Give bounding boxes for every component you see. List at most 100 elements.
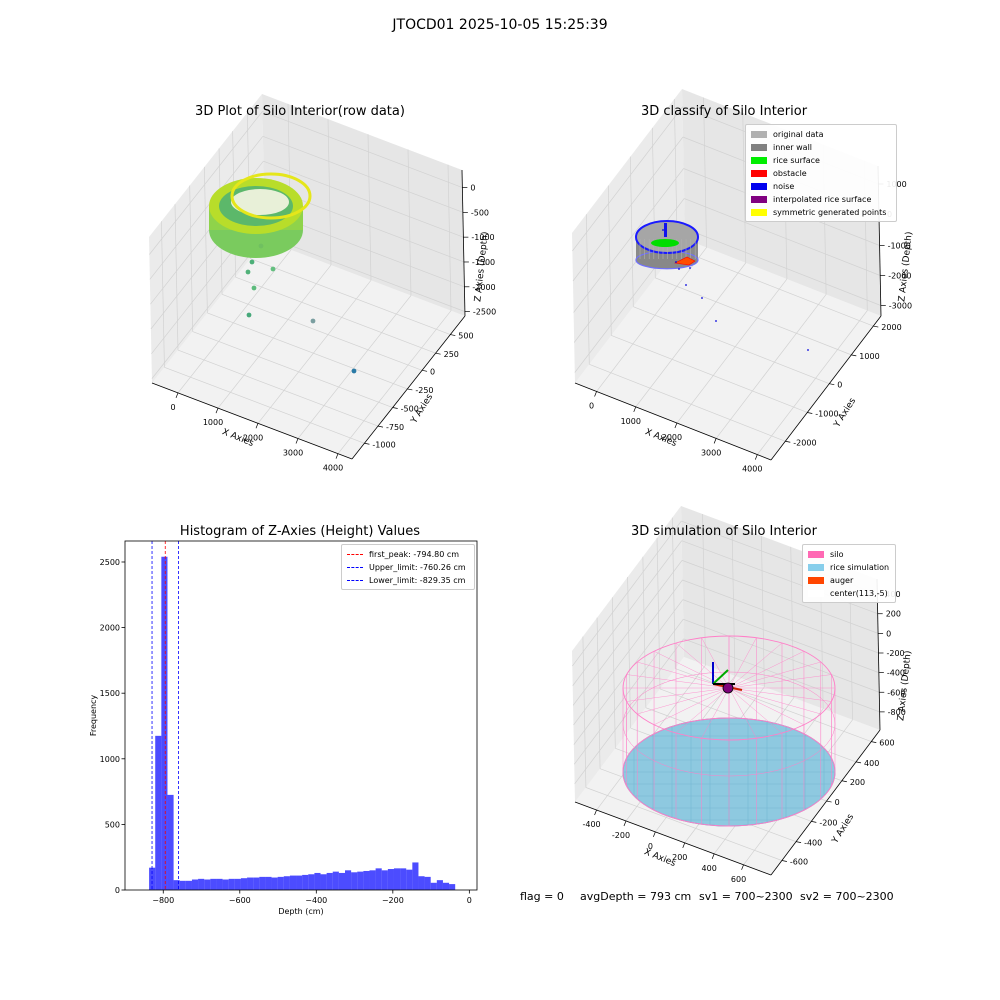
- histogram-bar: [185, 880, 192, 890]
- sim-z-tick-label: 0: [886, 629, 891, 638]
- histogram-bar: [204, 879, 211, 890]
- sim-silo-roof-line: [653, 687, 730, 725]
- cls-noise-point: [685, 284, 687, 286]
- raw-z-gridline: [262, 111, 463, 188]
- histogram-y-tick-label: 2000: [100, 624, 120, 633]
- sim-y-tick: [871, 741, 877, 743]
- raw-scatter-point: [351, 368, 357, 374]
- sim-silo-roof-line: [626, 687, 730, 702]
- sim-z-gridline: [572, 560, 683, 706]
- raw-y-tick: [392, 407, 398, 409]
- sim-y-gridline: [611, 597, 616, 749]
- sim-y-tick-label: 200: [850, 778, 865, 787]
- cls-noise-point: [675, 261, 677, 263]
- cls-y-gridline: [611, 335, 808, 413]
- classify-legend-label: inner wall: [773, 143, 813, 152]
- cls-x-tick-label: 3000: [701, 448, 721, 457]
- raw-y-tick-label: 0: [430, 367, 435, 376]
- histogram-bar: [332, 871, 339, 890]
- sim-x-axis-label: X Axies: [642, 847, 677, 869]
- cls-y-gridline: [677, 248, 874, 327]
- classify-legend-entry: symmetric generated points: [751, 206, 891, 219]
- cls-y-tick-label: 0: [837, 381, 842, 390]
- cls-x-tick: [713, 438, 717, 444]
- raw-x-tick-label: 3000: [283, 448, 303, 457]
- raw-z-tick-label: -1500: [472, 258, 495, 267]
- histogram-bar: [351, 872, 358, 890]
- classify-legend-label: original data: [773, 130, 824, 139]
- raw-x-tick-label: 4000: [323, 464, 343, 473]
- sim-silo-roof-line: [728, 651, 805, 689]
- histogram-bar: [198, 878, 205, 890]
- sim-z-axis-label: Z Axies (Depth): [896, 650, 913, 721]
- cls-floor-pane: [575, 239, 881, 460]
- histogram-bar: [289, 875, 297, 890]
- raw-z-gridline: [264, 235, 466, 312]
- sim-silo-roof-line: [728, 687, 832, 702]
- histogram-legend-swatch: [347, 554, 363, 555]
- cls-y-gridline: [655, 277, 852, 356]
- status-sv1: sv1 = 700~2300: [699, 890, 793, 903]
- classify-legend-swatch: [751, 157, 767, 164]
- histogram-y-tick-label: 1000: [100, 755, 120, 764]
- sim-z-gridline: [572, 520, 682, 667]
- sim-y-gridline: [582, 636, 587, 788]
- cls-y-axis-line: [770, 315, 882, 461]
- cls-noise-point: [807, 349, 809, 351]
- sim-silo-roof-line: [701, 637, 730, 689]
- sim-x-tick-label: 0: [648, 842, 653, 851]
- cls-noise-point: [689, 267, 691, 269]
- sim-y-tick: [811, 821, 817, 823]
- cls-y-tick-label: -1000: [815, 409, 838, 418]
- histogram-legend-label: first_peak: -794.80 cm: [369, 550, 460, 559]
- raw-x-tick: [255, 423, 259, 429]
- cls-x-tick: [594, 391, 597, 397]
- cls-z-gridline: [572, 136, 684, 282]
- histogram-bar: [191, 879, 199, 890]
- histogram-y-tick-label: 0: [115, 886, 120, 895]
- simulation-legend-entry: rice simulation: [808, 561, 890, 574]
- sim-axis-y-arrow: [712, 669, 729, 685]
- histogram-bar: [326, 872, 333, 890]
- sim-y-gridline: [596, 617, 601, 769]
- histogram-bar: [283, 876, 290, 890]
- raw-y-gridline: [164, 366, 365, 444]
- raw-x-gridline: [257, 280, 372, 424]
- raw-z-gridline: [149, 111, 263, 255]
- raw-x-gridline: [337, 310, 452, 454]
- cls-z-gridline: [572, 106, 683, 252]
- cls-x-gridline: [715, 294, 827, 439]
- cls-x-gridline: [676, 278, 788, 424]
- histogram-y-axis-label: Frequency: [89, 695, 98, 737]
- histogram-legend-swatch: [347, 580, 363, 581]
- raw-x-tick-label: 1000: [203, 418, 223, 427]
- histogram-x-tick-label: 0: [467, 896, 472, 905]
- raw-y-gridline: [221, 294, 423, 371]
- cls-x-tick: [633, 406, 637, 412]
- raw-back-pane: [262, 94, 465, 316]
- classify-legend-label: interpolated rice surface: [773, 195, 872, 204]
- sim-y-tick: [826, 800, 832, 803]
- raw-y-gridline: [235, 276, 436, 354]
- simulation-legend-label: rice simulation: [830, 563, 890, 572]
- classify-legend-entry: rice surface: [751, 154, 891, 167]
- raw-y-gridline: [189, 185, 194, 332]
- cls-x-axis-label: X Axies: [643, 427, 678, 449]
- cls-x-tick-label: 1000: [621, 417, 641, 426]
- raw-y-tick-label: 500: [458, 332, 473, 341]
- raw-y-tick-label: -250: [415, 386, 433, 395]
- histogram-legend-label: Upper_limit: -760.26 cm: [369, 563, 466, 572]
- histogram-bar: [430, 882, 437, 890]
- raw-x-tick: [335, 453, 339, 459]
- simulation-legend-label: silo: [830, 550, 844, 559]
- raw-z-gridline: [151, 235, 266, 379]
- sim-silo-roof-line: [728, 661, 821, 689]
- sim-z-gridline: [572, 540, 682, 686]
- sim-x-tick: [711, 853, 715, 859]
- histogram-bar: [363, 870, 370, 890]
- sim-silo-roof-line: [728, 687, 783, 734]
- histogram-legend-entry: first_peak: -794.80 cm: [347, 548, 469, 561]
- classify-legend-entry: original data: [751, 128, 891, 141]
- raw-y-tick: [450, 334, 456, 336]
- raw-y-tick-label: 250: [444, 350, 459, 359]
